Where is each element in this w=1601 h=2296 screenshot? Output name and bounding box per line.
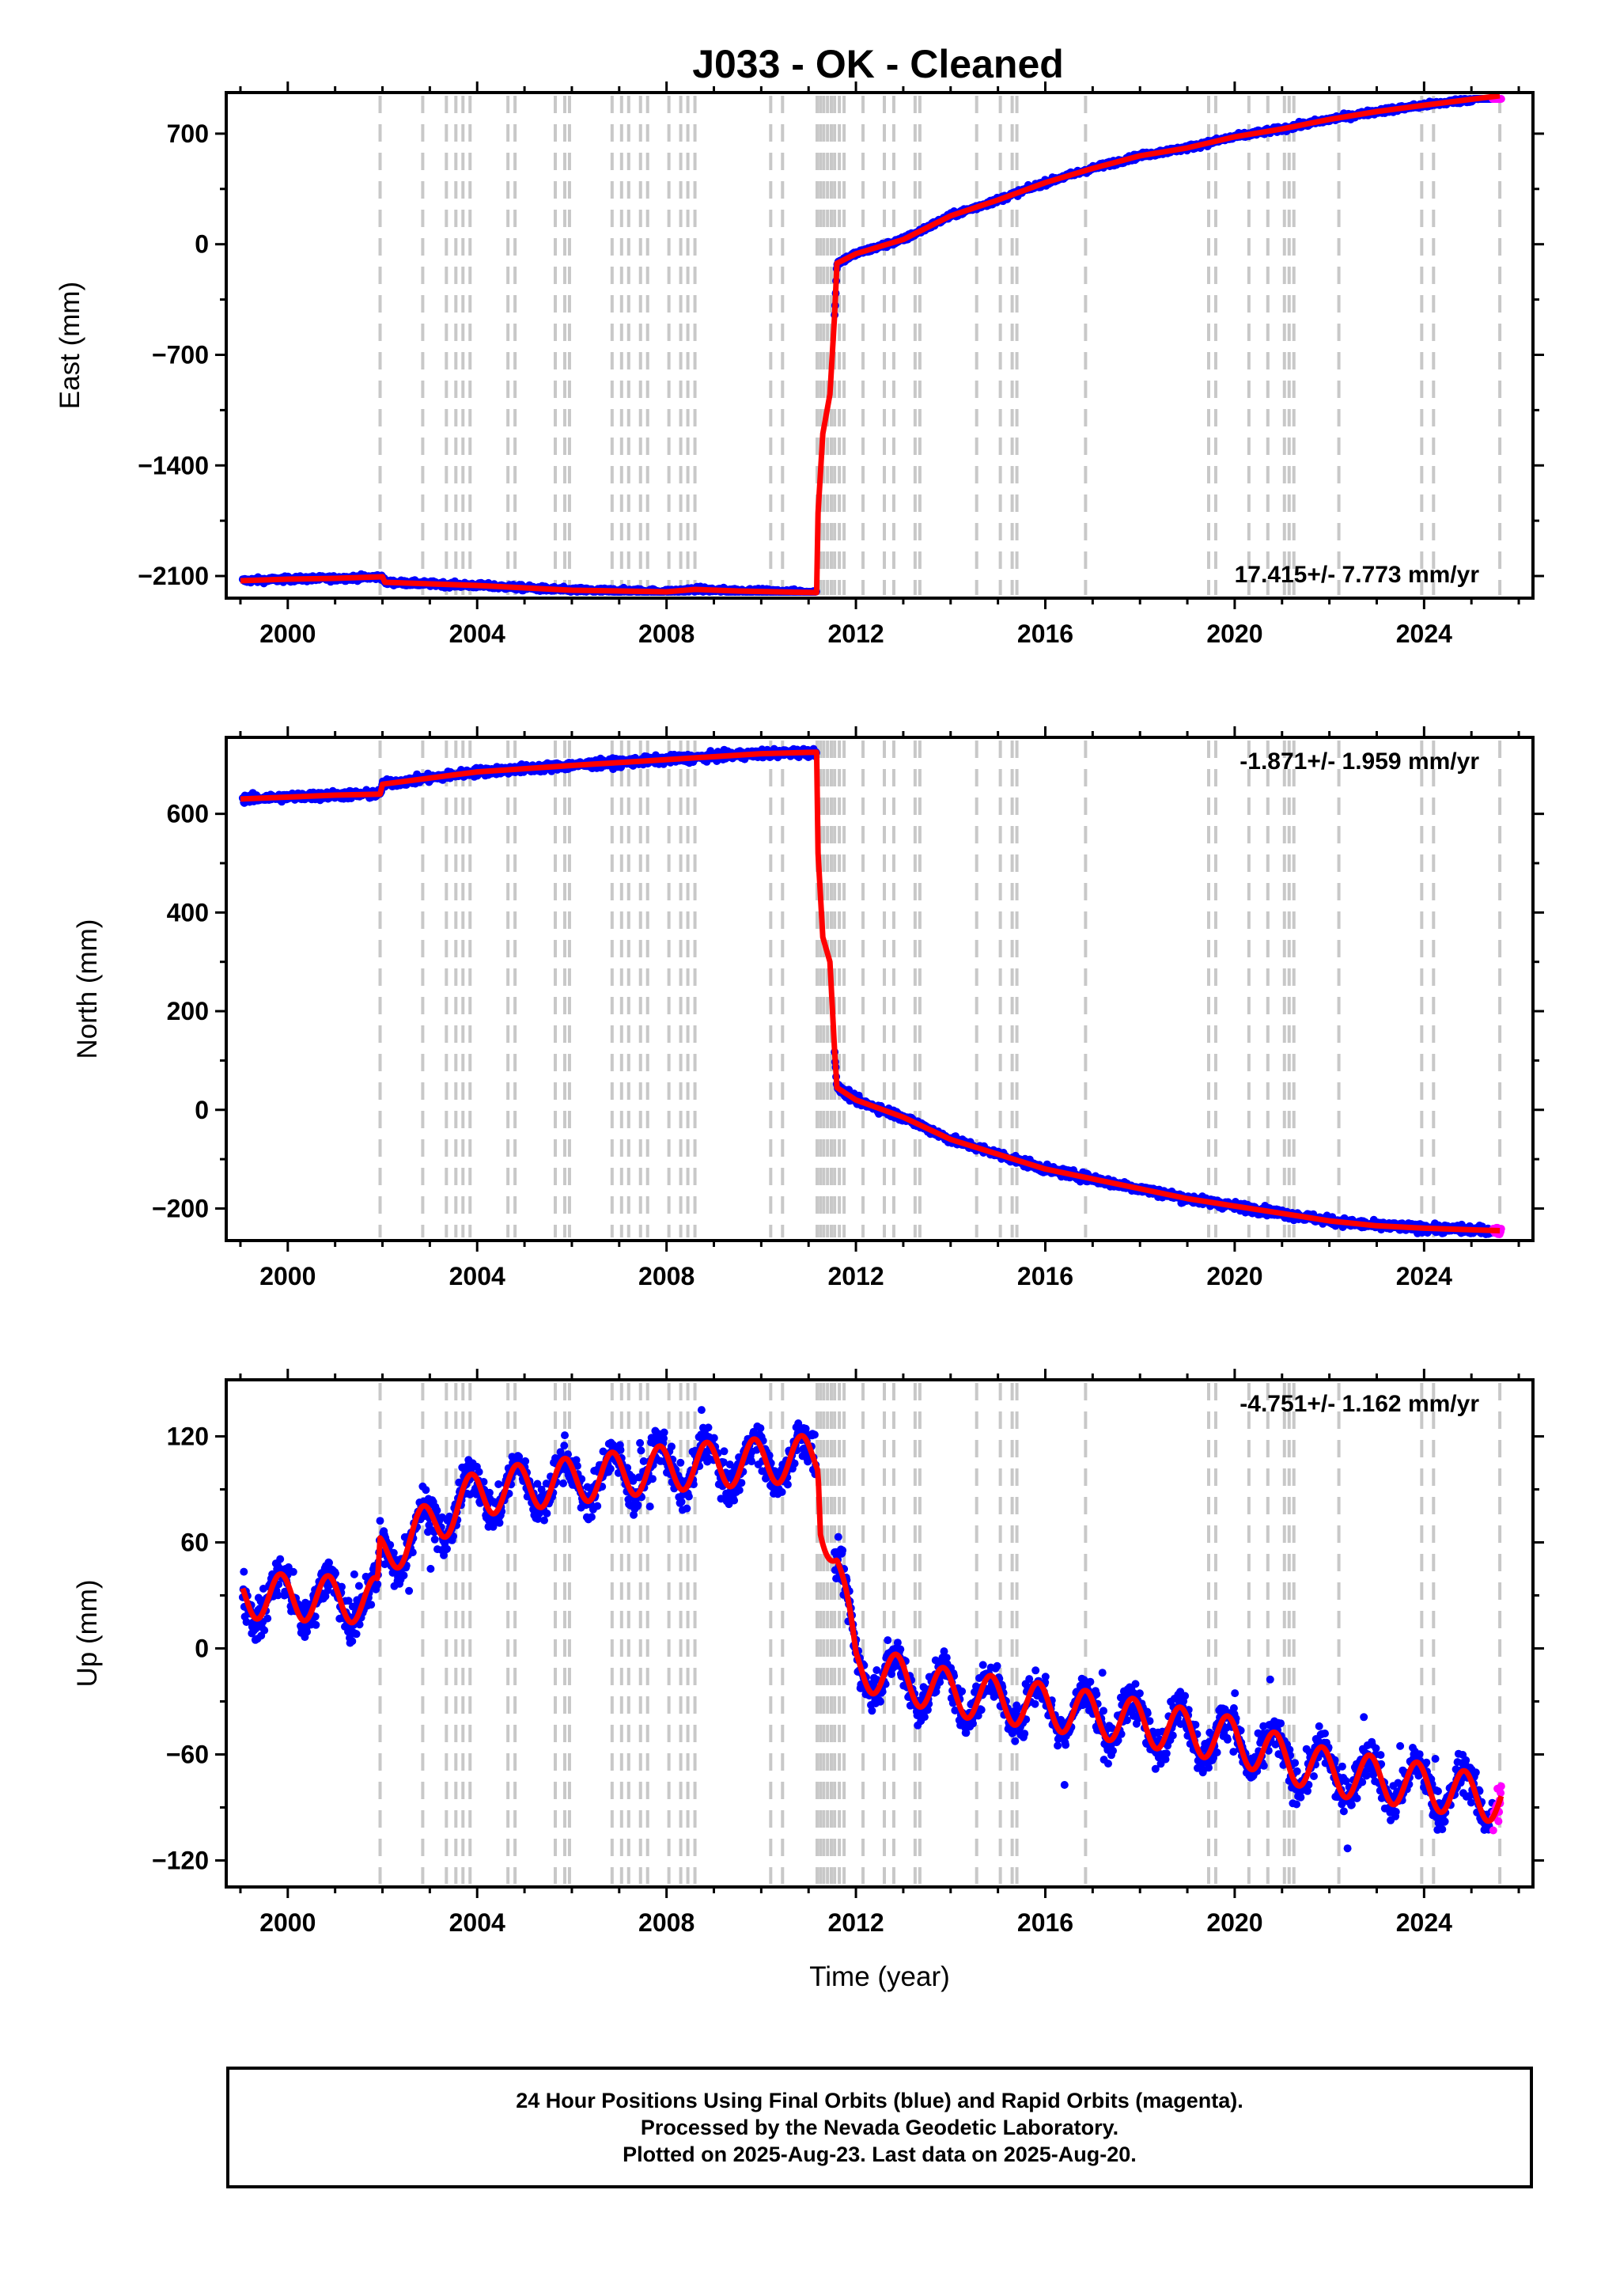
x-tick-label: 2008 [638, 619, 695, 648]
x-tick-label: 2012 [827, 1262, 884, 1290]
panel-east: 2000 2004 2008 2012 2016 2020 2024 700 0 −700 −140… [55, 81, 1544, 648]
north-equipment-changes [378, 741, 1502, 1237]
x-tick-label: 2024 [1396, 1262, 1452, 1290]
x-tick-label: 2020 [1206, 1262, 1262, 1290]
east-rate-label: 17.415+/- 7.773 mm/yr [1235, 562, 1480, 588]
y-tick-label: −700 [152, 340, 209, 369]
y-tick-label: 600 [167, 800, 209, 828]
y-tick-label: 0 [195, 1096, 209, 1124]
x-tick-label: 2024 [1396, 619, 1452, 648]
y-tick-label: 700 [167, 119, 209, 148]
east-y-axis-label: East (mm) [55, 282, 85, 409]
east-equipment-changes [378, 96, 1502, 595]
panel-north: 2000 2004 2008 2012 2016 2020 20246004002000−2… [72, 726, 1544, 1290]
y-tick-label: 400 [167, 898, 209, 926]
x-tick-label: 2020 [1206, 619, 1262, 648]
x-tick-label: 2000 [259, 1262, 316, 1290]
x-tick-label: 2000 [259, 619, 316, 648]
chart-title: J033 - OK - Cleaned [692, 42, 1064, 86]
x-tick-label: 2016 [1017, 619, 1073, 648]
y-tick-label: 200 [167, 997, 209, 1025]
east-scatter-points [238, 95, 1505, 596]
y-tick-label: −2100 [138, 562, 209, 590]
x-tick-label: 2012 [827, 619, 884, 648]
north-model-fit-line [240, 749, 1501, 1233]
y-tick-label: −200 [152, 1194, 209, 1222]
x-tick-label: 2016 [1017, 1262, 1073, 1290]
x-tick-label: 2008 [638, 1262, 695, 1290]
x-tick-label: 2004 [449, 619, 505, 648]
x-tick-label: 2004 [449, 1262, 505, 1290]
y-tick-label: −1400 [138, 451, 209, 479]
y-tick-label: 0 [195, 230, 209, 259]
east-model-fit-line [240, 93, 1501, 596]
north-scatter-points [238, 744, 1505, 1238]
